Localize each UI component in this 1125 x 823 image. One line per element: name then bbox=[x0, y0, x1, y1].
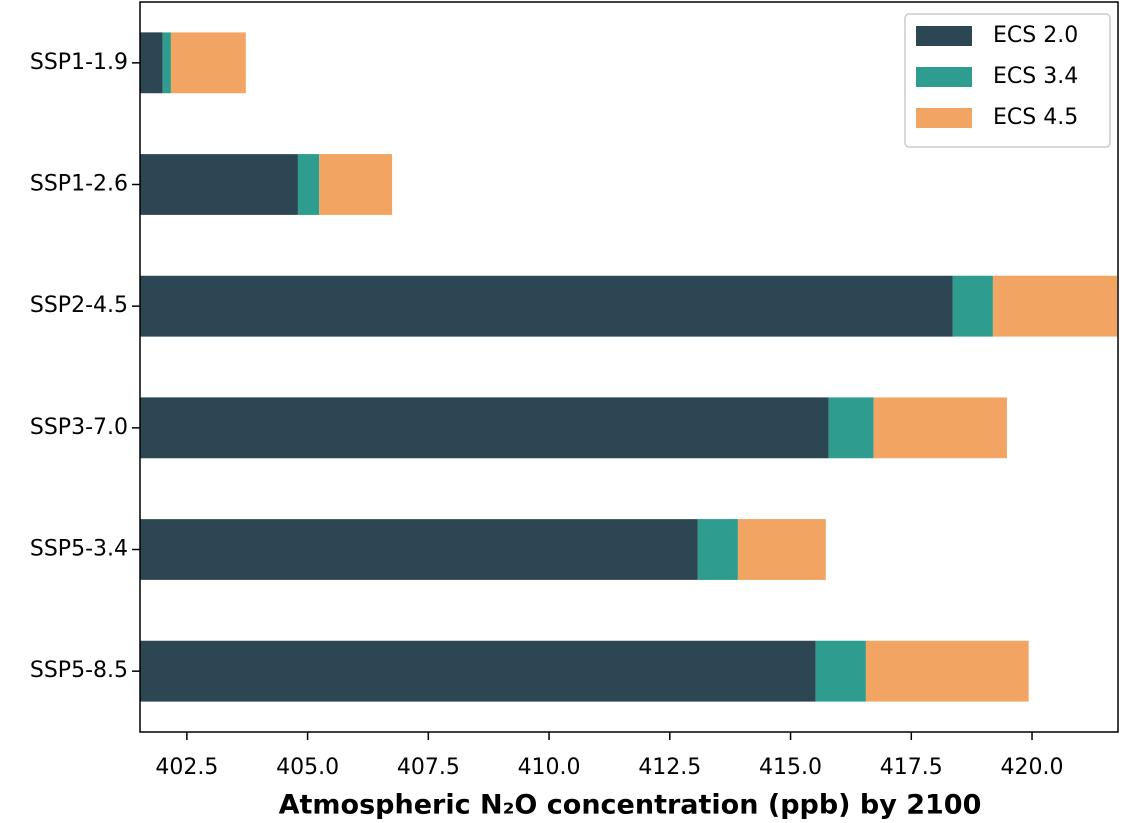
bar-segment bbox=[140, 519, 698, 580]
y-tick-label: SSP3-7.0 bbox=[30, 415, 128, 440]
bar-segment bbox=[952, 275, 993, 337]
bar-segment bbox=[828, 397, 874, 459]
bar-segment bbox=[992, 275, 1118, 337]
x-tick-label: 410.0 bbox=[518, 755, 581, 780]
bar-segment bbox=[873, 397, 1007, 459]
y-tick-label: SSP5-8.5 bbox=[30, 658, 128, 683]
x-tick-label: 405.0 bbox=[276, 755, 339, 780]
bar-segment bbox=[737, 519, 826, 580]
bar-segment bbox=[140, 275, 953, 337]
y-tick-label: SSP1-2.6 bbox=[30, 172, 128, 197]
plot-frame bbox=[139, 1, 1119, 733]
bar-segment bbox=[140, 397, 829, 459]
bar-segment bbox=[297, 154, 320, 215]
bar-segment bbox=[319, 154, 393, 215]
plot-area bbox=[140, 32, 1118, 702]
legend-label: ECS 3.4 bbox=[993, 64, 1078, 89]
bar-segment bbox=[162, 32, 171, 94]
x-tick-label: 402.5 bbox=[155, 755, 218, 780]
legend-label: ECS 2.0 bbox=[993, 23, 1078, 48]
x-tick-label: 407.5 bbox=[397, 755, 460, 780]
legend-label: ECS 4.5 bbox=[993, 105, 1078, 130]
y-tick-label: SSP1-1.9 bbox=[30, 50, 128, 75]
y-tick-label: SSP5-3.4 bbox=[30, 537, 128, 562]
bar-segment bbox=[170, 32, 246, 94]
x-tick-label: 412.5 bbox=[638, 755, 701, 780]
bar-segment bbox=[865, 640, 1029, 702]
y-tick-label: SSP2-4.5 bbox=[30, 293, 128, 318]
x-tick-label: 420.0 bbox=[1001, 755, 1064, 780]
bar-segment bbox=[140, 154, 298, 215]
x-tick-label: 417.5 bbox=[880, 755, 943, 780]
x-tick-label: 415.0 bbox=[759, 755, 822, 780]
legend-swatch bbox=[916, 108, 972, 128]
bar-segment bbox=[140, 640, 816, 702]
x-axis-title: Atmospheric N₂O concentration (ppb) by 2… bbox=[279, 790, 982, 821]
legend-swatch bbox=[916, 67, 972, 87]
bar-segment bbox=[140, 32, 163, 94]
bar-segment bbox=[815, 640, 866, 702]
bar-segment bbox=[697, 519, 738, 580]
legend-swatch bbox=[916, 26, 972, 46]
